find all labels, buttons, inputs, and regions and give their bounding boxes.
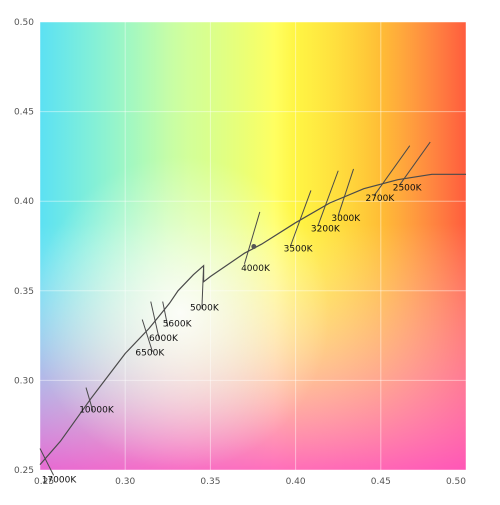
cct-labels: 17000K 10000K 6500K 6000K 5600K 5000K 4000K 350… bbox=[42, 183, 423, 485]
cct-label-2700K: 2700K bbox=[365, 194, 395, 204]
isotherm-3000K bbox=[337, 168, 355, 216]
y-tick-label: 0.45 bbox=[14, 108, 34, 118]
isotherm-lines bbox=[39, 141, 431, 476]
isotherm-3500K bbox=[290, 190, 312, 247]
isotherm-10000K bbox=[85, 387, 94, 412]
x-tick-label: 0.25 bbox=[34, 477, 54, 487]
x-tick-label: 0.35 bbox=[200, 477, 220, 487]
x-tick-label: 0.30 bbox=[115, 477, 135, 487]
y-tick-label: 0.40 bbox=[14, 197, 34, 207]
y-tick-label: 0.25 bbox=[14, 466, 34, 476]
y-tick-label: 0.35 bbox=[14, 287, 34, 297]
y-tick-label: 0.30 bbox=[14, 376, 34, 386]
isotherm-2500K bbox=[399, 141, 431, 186]
cct-label-10000K: 10000K bbox=[79, 406, 115, 416]
cct-label-6000K: 6000K bbox=[149, 334, 179, 344]
isotherm-6500K bbox=[141, 319, 153, 352]
x-tick-label: 0.40 bbox=[286, 477, 306, 487]
planckian-locus-line bbox=[39, 173, 466, 465]
isotherm-5600K bbox=[162, 301, 169, 327]
isotherm-3200K bbox=[317, 170, 339, 227]
grid-lines bbox=[39, 21, 467, 471]
cct-label-3000K: 3000K bbox=[331, 214, 361, 224]
x-tick-label: 0.45 bbox=[371, 477, 391, 487]
y-axis-ticks: 0.25 0.30 0.35 0.40 0.45 0.50 bbox=[14, 18, 34, 476]
isotherm-2700K bbox=[373, 145, 411, 197]
cct-label-5000K: 5000K bbox=[190, 304, 220, 314]
reference-point-marker bbox=[251, 244, 257, 250]
cct-label-2500K: 2500K bbox=[393, 183, 423, 193]
isotherm-4000K bbox=[244, 211, 261, 265]
cct-label-6500K: 6500K bbox=[135, 348, 165, 358]
x-tick-label: 0.50 bbox=[446, 477, 466, 487]
cct-label-5600K: 5600K bbox=[163, 320, 193, 330]
x-axis-ticks: 0.25 0.30 0.35 0.40 0.45 0.50 bbox=[34, 477, 466, 487]
cct-label-4000K: 4000K bbox=[241, 264, 271, 274]
cct-label-3200K: 3200K bbox=[311, 225, 341, 235]
y-tick-label: 0.50 bbox=[14, 18, 34, 28]
cct-label-3500K: 3500K bbox=[284, 244, 314, 254]
isotherm-17000K bbox=[39, 448, 55, 476]
cct-label-17000K: 17000K bbox=[42, 476, 78, 486]
